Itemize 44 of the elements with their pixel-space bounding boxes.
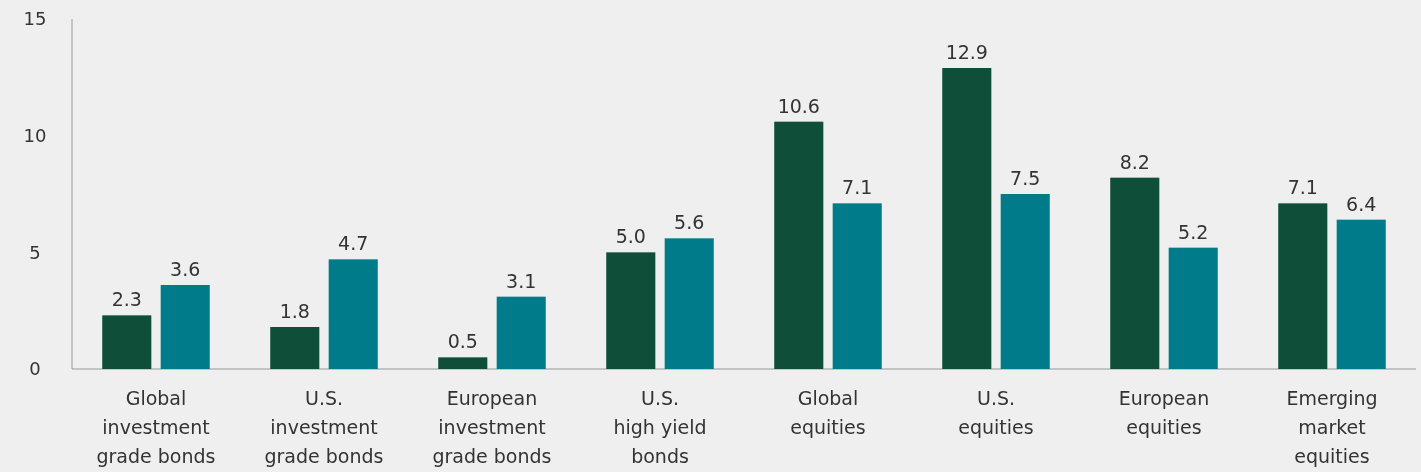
data-label: 8.2 [1119,150,1150,173]
data-label: 5.6 [674,211,705,234]
x-tick-label: U.S. investment grade bonds [264,387,384,467]
data-label: 5.0 [615,225,646,248]
data-label: 3.6 [170,258,201,280]
data-label: 3.1 [506,269,537,292]
x-tick-label: Emerging market equities [1286,387,1378,467]
data-label: 0.5 [447,330,478,353]
data-label: 7.5 [1010,167,1041,189]
bar [438,357,488,369]
bar [942,68,992,369]
data-label: 7.1 [842,176,873,199]
data-label: 4.7 [338,232,369,255]
bar [664,238,714,369]
bar [832,203,882,369]
data-label: 10.6 [777,94,820,117]
bar [606,252,656,369]
data-label: 5.2 [1178,220,1209,243]
bar [270,327,320,369]
bar [1336,219,1386,369]
data-label: 7.1 [1287,176,1318,199]
data-label: 2.3 [111,288,142,311]
x-tick-label: European equities [1118,387,1210,438]
x-tick-label: U.S. equities [958,387,1034,438]
y-tick-label: 15 [23,8,47,30]
bar [160,285,210,369]
bar [1110,177,1160,369]
bar [774,121,824,369]
bar [328,259,378,369]
bar [1168,247,1218,369]
y-tick-label: 0 [29,358,41,380]
data-label: 6.4 [1346,192,1377,215]
y-tick-label: 5 [29,241,41,263]
x-tick-label: European investment grade bonds [432,387,552,467]
data-label: 12.9 [945,41,988,63]
x-tick-label: Global equities [790,387,866,438]
x-tick-label: U.S. high yield bonds [613,387,707,467]
bar [102,315,152,369]
bar [1000,194,1050,369]
x-tick-label: Global investment grade bonds [96,387,216,467]
y-tick-label: 10 [23,124,47,146]
bar [1278,203,1328,369]
data-label: 1.8 [279,300,310,322]
bar [496,296,546,369]
